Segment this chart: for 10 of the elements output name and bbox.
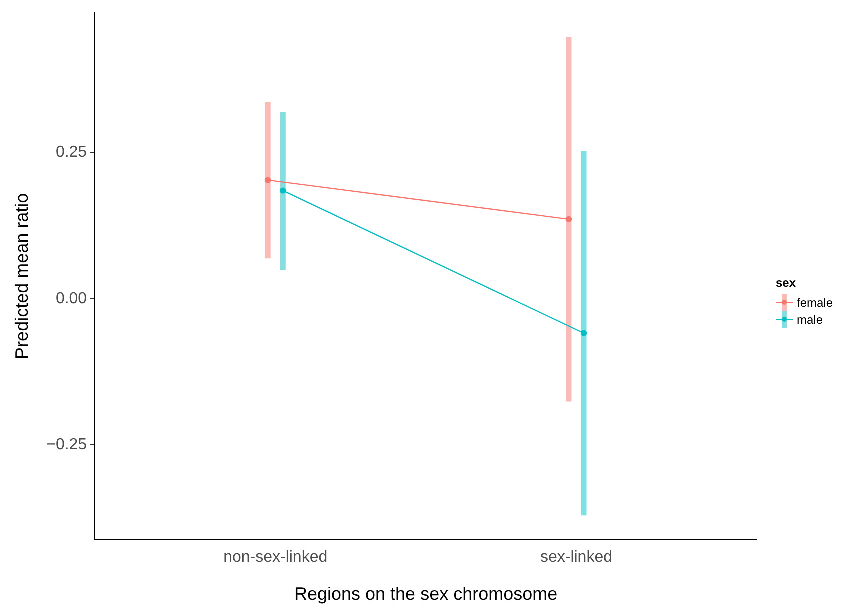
x-axis-title: Regions on the sex chromosome (294, 584, 558, 604)
legend-label: female (797, 296, 834, 310)
legend-label: male (797, 312, 824, 326)
y-tick-label: 0.00 (56, 290, 88, 308)
y-tick-label: 0.25 (56, 144, 88, 162)
y-tick-label: −0.25 (46, 436, 88, 454)
x-tick-label: non-sex-linked (224, 549, 328, 566)
y-axis-title: Predicted mean ratio (12, 193, 32, 360)
legend-title: sex (776, 276, 798, 290)
x-tick-label: sex-linked (540, 549, 612, 566)
